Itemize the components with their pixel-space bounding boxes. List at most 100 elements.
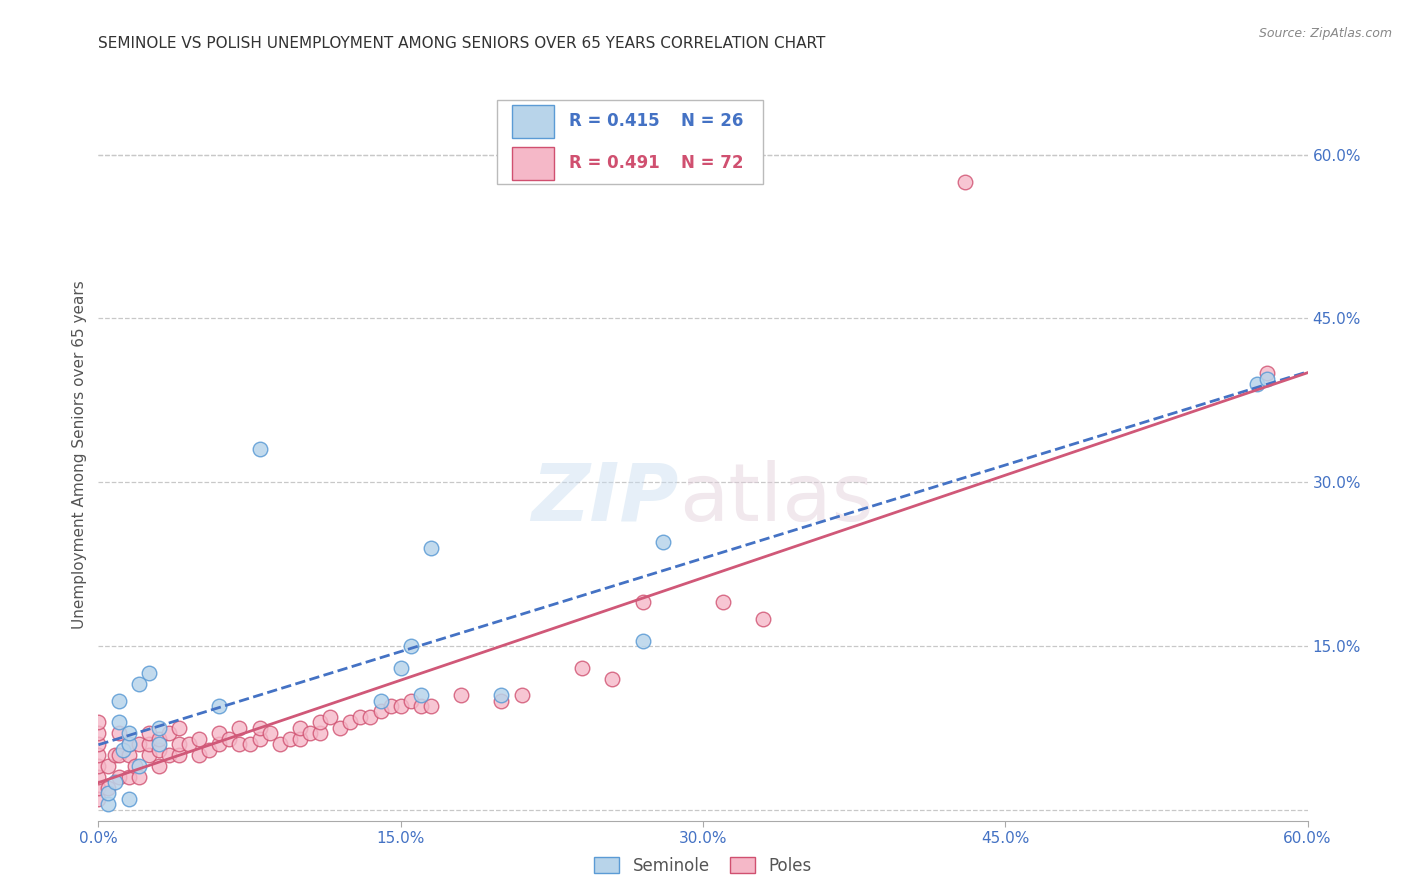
Point — [107, 693, 129, 707]
Point — [148, 742, 170, 756]
Point — [128, 759, 150, 773]
Point — [103, 775, 125, 789]
Text: ZIP: ZIP — [531, 459, 679, 538]
Point — [309, 726, 332, 740]
Point — [157, 726, 180, 740]
Text: N = 26: N = 26 — [682, 112, 744, 130]
Point — [118, 726, 141, 740]
Point — [87, 759, 110, 773]
Point — [138, 726, 160, 740]
Point — [1256, 366, 1278, 380]
Point — [198, 742, 221, 756]
Point — [631, 595, 654, 609]
Point — [218, 731, 240, 746]
Point — [124, 759, 146, 773]
Point — [138, 748, 160, 763]
Point — [329, 721, 352, 735]
Point — [602, 672, 624, 686]
Point — [349, 710, 371, 724]
Point — [111, 742, 134, 756]
Point — [188, 748, 211, 763]
Point — [128, 770, 150, 784]
Point — [420, 698, 443, 713]
Point — [87, 792, 110, 806]
Point — [370, 693, 392, 707]
Point — [299, 726, 322, 740]
Point — [87, 715, 110, 730]
Point — [651, 535, 673, 549]
Point — [87, 748, 110, 763]
Point — [138, 737, 160, 751]
Point — [510, 688, 533, 702]
Point — [249, 442, 271, 457]
Point — [420, 541, 443, 555]
Point — [288, 731, 311, 746]
Point — [97, 759, 120, 773]
Point — [103, 748, 125, 763]
Text: SEMINOLE VS POLISH UNEMPLOYMENT AMONG SENIORS OVER 65 YEARS CORRELATION CHART: SEMINOLE VS POLISH UNEMPLOYMENT AMONG SE… — [98, 36, 825, 51]
Point — [118, 792, 141, 806]
Point — [278, 731, 301, 746]
Point — [208, 698, 231, 713]
Point — [128, 737, 150, 751]
Point — [491, 693, 513, 707]
Point — [288, 721, 311, 735]
Point — [167, 737, 190, 751]
Point — [360, 710, 382, 724]
Point — [752, 612, 775, 626]
Point — [87, 726, 110, 740]
Point — [249, 731, 271, 746]
Point — [319, 710, 342, 724]
Text: Source: ZipAtlas.com: Source: ZipAtlas.com — [1258, 27, 1392, 40]
Point — [491, 688, 513, 702]
Point — [208, 726, 231, 740]
Text: N = 72: N = 72 — [682, 154, 744, 172]
Point — [228, 737, 250, 751]
Point — [118, 770, 141, 784]
Point — [309, 715, 332, 730]
Point — [1256, 371, 1278, 385]
Point — [450, 688, 472, 702]
Point — [118, 737, 141, 751]
Point — [188, 731, 211, 746]
Point — [87, 770, 110, 784]
Point — [208, 737, 231, 751]
Point — [87, 780, 110, 795]
Point — [259, 726, 281, 740]
Point — [97, 786, 120, 800]
Legend: Seminole, Poles: Seminole, Poles — [588, 850, 818, 882]
Point — [148, 737, 170, 751]
Point — [148, 759, 170, 773]
Point — [118, 737, 141, 751]
Point — [269, 737, 291, 751]
Point — [107, 726, 129, 740]
Bar — [498, 100, 763, 185]
Point — [167, 748, 190, 763]
Point — [631, 633, 654, 648]
Point — [97, 780, 120, 795]
Point — [87, 737, 110, 751]
Point — [179, 737, 201, 751]
Point — [389, 698, 412, 713]
Point — [148, 731, 170, 746]
Point — [97, 797, 120, 812]
Text: R = 0.415: R = 0.415 — [569, 112, 659, 130]
Point — [118, 748, 141, 763]
Text: atlas: atlas — [679, 459, 873, 538]
Point — [399, 693, 422, 707]
Point — [1246, 376, 1268, 391]
Point — [167, 721, 190, 735]
Point — [157, 748, 180, 763]
Point — [339, 715, 361, 730]
Point — [711, 595, 734, 609]
Point — [148, 721, 170, 735]
Y-axis label: Unemployment Among Seniors over 65 years: Unemployment Among Seniors over 65 years — [72, 281, 87, 629]
Point — [409, 698, 432, 713]
Point — [128, 677, 150, 691]
Point — [380, 698, 402, 713]
Bar — [512, 104, 554, 137]
Bar — [512, 147, 554, 179]
Point — [571, 661, 593, 675]
Point — [107, 748, 129, 763]
Point — [107, 715, 129, 730]
